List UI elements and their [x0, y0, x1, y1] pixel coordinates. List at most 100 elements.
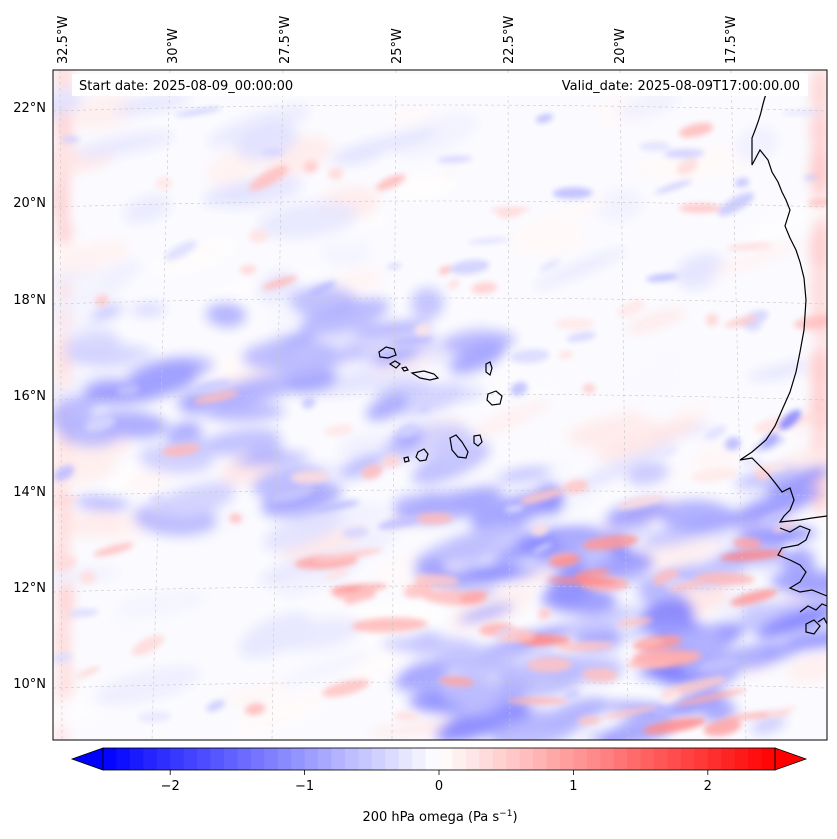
omega-cell	[527, 657, 572, 673]
colorbar-segment	[304, 748, 319, 770]
omega-cell	[415, 512, 453, 525]
omega-cell	[382, 454, 401, 468]
omega-cell	[765, 706, 798, 716]
omega-cell	[540, 585, 618, 616]
gridline	[59, 70, 63, 740]
colorbar-label: 200 hPa omega (Pa s−1)	[362, 809, 517, 825]
omega-cell	[238, 613, 313, 658]
colorbar-tick-label: 2	[704, 779, 712, 794]
omega-cell	[810, 266, 827, 314]
omega-detail	[53, 107, 827, 737]
lat-label: 22°N	[13, 101, 46, 116]
omega-cell	[324, 569, 350, 580]
omega-cell	[95, 294, 109, 307]
omega-cell	[733, 537, 762, 550]
lat-label: 20°N	[13, 196, 46, 211]
omega-cell	[155, 176, 173, 190]
colorbar-segment	[103, 748, 118, 770]
lon-label: 30°W	[166, 28, 181, 64]
omega-cell	[301, 396, 316, 409]
omega-cell	[388, 107, 438, 124]
colorbar-segment	[519, 748, 534, 770]
lon-label: 17.5°W	[724, 16, 739, 64]
omega-cell	[240, 264, 257, 275]
omega-cell	[193, 391, 239, 404]
omega-cell	[393, 711, 419, 721]
colorbar-segment	[264, 748, 279, 770]
omega-cell	[497, 208, 522, 219]
omega-cell	[398, 423, 419, 438]
omega-cell	[532, 542, 553, 554]
omega-field	[53, 70, 827, 740]
omega-cell	[594, 418, 699, 462]
omega-cell	[531, 523, 549, 536]
colorbar-tick-label: 1	[569, 779, 577, 794]
colorbar-segment	[291, 748, 306, 770]
omega-cell	[56, 556, 77, 571]
omega-cell	[410, 287, 444, 320]
omega-cell	[709, 240, 804, 276]
omega-cell	[137, 711, 172, 723]
longitude-labels: 32.5°W 30°W 27.5°W 25°W 22.5°W 20°W 17.5…	[56, 16, 739, 64]
lon-label: 22.5°W	[502, 16, 517, 64]
omega-cell	[616, 711, 674, 740]
omega-cell	[283, 332, 316, 344]
omega-cell	[582, 383, 596, 394]
omega-cell	[556, 641, 614, 652]
omega-cell	[571, 441, 676, 492]
omega-cell	[206, 302, 247, 328]
omega-cell	[351, 617, 428, 633]
colorbar-segment	[116, 748, 131, 770]
omega-cell	[191, 379, 232, 394]
omega-cell	[513, 645, 555, 665]
omega-cell	[461, 398, 552, 442]
colorbar-segment	[654, 748, 669, 770]
gridline	[507, 70, 511, 740]
omega-cell	[315, 500, 360, 512]
omega-cell	[235, 690, 327, 735]
omega-cell	[705, 313, 719, 327]
omega-cell	[471, 281, 498, 295]
colorbar-segment	[533, 748, 548, 770]
omega-cell	[632, 649, 703, 665]
colorbar-segment	[358, 748, 373, 770]
omega-cell	[222, 684, 288, 705]
omega-cell	[740, 601, 771, 623]
gridline	[730, 70, 747, 740]
omega-cell	[569, 606, 641, 633]
omega-cell	[53, 88, 84, 117]
omega-cell	[449, 342, 506, 375]
omega-cell	[442, 653, 510, 676]
colorbar-tick-label: −1	[295, 779, 314, 794]
omega-cell	[390, 336, 434, 346]
colorbar-segment	[331, 748, 346, 770]
africa-coastline	[739, 85, 827, 597]
colorbar-extend-min	[70, 747, 104, 771]
omega-cell	[564, 688, 580, 700]
colorbar-segment	[640, 748, 655, 770]
colorbar-segment	[479, 748, 494, 770]
colorbar-label-main: 200 hPa omega (Pa s	[362, 810, 499, 825]
omega-cell	[314, 548, 383, 563]
omega-cell	[778, 409, 802, 431]
colorbar-segment	[385, 748, 400, 770]
gridline	[53, 393, 827, 401]
colorbar-segment	[627, 748, 642, 770]
omega-cell	[65, 510, 126, 537]
omega-cell	[558, 350, 574, 359]
omega-cell	[309, 281, 336, 297]
omega-cell	[734, 126, 778, 162]
omega-cell	[696, 572, 755, 586]
colorbar-segment	[318, 748, 333, 770]
omega-cell	[810, 386, 827, 434]
colorbar-segment	[465, 748, 480, 770]
omega-cell	[772, 522, 797, 533]
omega-cell	[229, 513, 242, 524]
omega-cell	[725, 243, 773, 251]
omega-cell	[761, 432, 779, 448]
omega-cell	[582, 535, 639, 551]
omega-cell	[329, 528, 398, 558]
lat-label: 16°N	[13, 389, 46, 404]
omega-cell	[747, 360, 808, 381]
colorbar-segment	[398, 748, 413, 770]
